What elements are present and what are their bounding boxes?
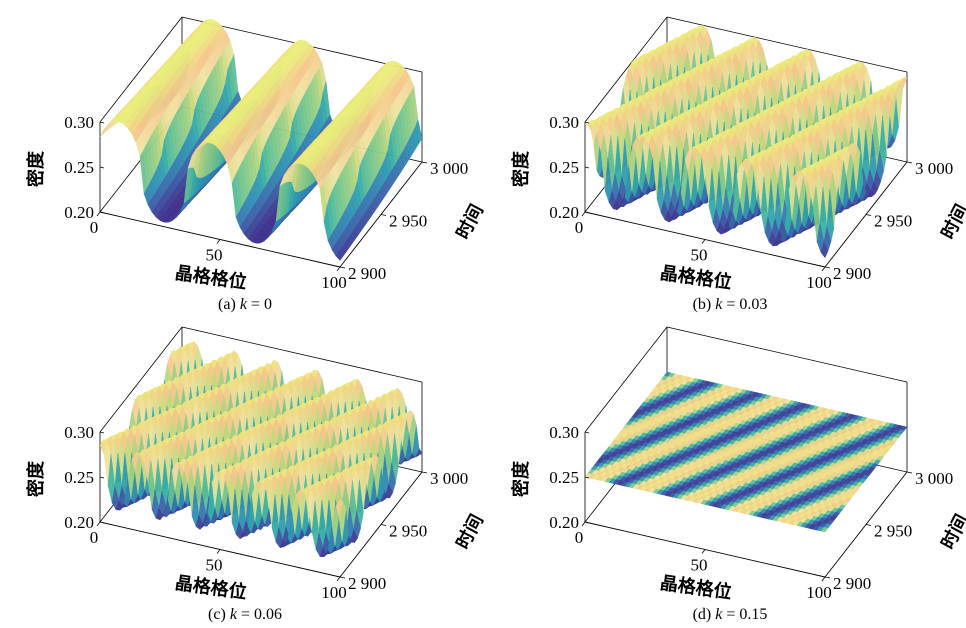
- panel-a: 0 50 100 2 900 2 950 3 000 0.20 0.25 0.30 晶格格位 时间 密…: [25, 16, 488, 313]
- density-surface: [99, 18, 423, 261]
- x-axis-label: 晶格格位: [659, 572, 733, 604]
- z-tick-label: 0.20: [549, 203, 579, 222]
- z-tick-label: 0.20: [549, 513, 579, 532]
- x-tick-label: 50: [691, 246, 708, 265]
- y-tick-label: 3 000: [915, 159, 953, 178]
- box-edge: [666, 326, 908, 383]
- x-axis-label: 晶格格位: [174, 572, 248, 604]
- z-tick-label: 0.25: [549, 158, 579, 177]
- panel-b: 0 50 100 2 900 2 950 3 000 0.20 0.25 0.30 晶格格位 时间 密…: [510, 16, 966, 313]
- z-tick-label: 0.25: [549, 468, 579, 487]
- panel-caption: (b) k = 0.03: [693, 296, 768, 313]
- y-tick-label: 2 900: [833, 574, 871, 593]
- y-tick-label: 2 950: [389, 522, 427, 541]
- y-tick-label: 3 000: [915, 469, 953, 488]
- y-tick-label: 2 900: [348, 574, 386, 593]
- density-surface: [99, 341, 423, 558]
- z-tick-label: 0.30: [64, 423, 94, 442]
- density-surface: [584, 371, 908, 533]
- x-tick-label: 50: [206, 556, 223, 575]
- z-tick-label: 0.20: [64, 513, 94, 532]
- x-axis-label: 晶格格位: [659, 262, 733, 294]
- box-edge: [666, 16, 908, 73]
- z-tick-label: 0.25: [64, 158, 94, 177]
- x-tick-label: 50: [691, 556, 708, 575]
- z-axis-label: 密度: [510, 460, 532, 497]
- y-tick-label: 3 000: [430, 159, 468, 178]
- panel-c: 0 50 100 2 900 2 950 3 000 0.20 0.25 0.30 晶格格位 时间 密…: [25, 326, 488, 623]
- y-tick-label: 2 950: [874, 522, 912, 541]
- density-surface: [584, 24, 908, 259]
- x-tick-label: 100: [806, 583, 832, 602]
- x-axis-label: 晶格格位: [174, 262, 248, 294]
- y-tick-label: 3 000: [430, 469, 468, 488]
- x-tick-label: 0: [575, 218, 584, 237]
- z-axis-label: 密度: [25, 460, 47, 497]
- x-tick-label: 100: [321, 273, 347, 292]
- x-tick-label: 0: [575, 528, 584, 547]
- y-tick-label: 2 900: [833, 264, 871, 283]
- y-axis-label: 时间: [937, 511, 966, 553]
- panel-caption: (a) k = 0: [218, 296, 272, 313]
- x-tick-label: 100: [806, 273, 832, 292]
- box-edge: [584, 326, 668, 433]
- z-axis-label: 密度: [25, 150, 47, 187]
- x-tick-label: 50: [206, 246, 223, 265]
- panel-caption: (c) k = 0.06: [208, 606, 282, 623]
- z-tick-label: 0.30: [549, 423, 579, 442]
- y-axis-label: 时间: [937, 201, 966, 243]
- z-axis-label: 密度: [510, 150, 532, 187]
- x-tick-label: 0: [90, 528, 99, 547]
- z-tick-label: 0.30: [549, 113, 579, 132]
- box-edge: [99, 16, 183, 123]
- z-tick-label: 0.30: [64, 113, 94, 132]
- panel-caption: (d) k = 0.15: [693, 606, 768, 623]
- box-edge: [181, 326, 423, 383]
- x-tick-label: 100: [321, 583, 347, 602]
- y-axis-label: 时间: [452, 201, 487, 243]
- panel-d: 0 50 100 2 900 2 950 3 000 0.20 0.25 0.30 晶格格位 时间 密…: [510, 326, 966, 623]
- y-tick-label: 2 950: [874, 212, 912, 231]
- z-tick-label: 0.25: [64, 468, 94, 487]
- x-tick-label: 0: [90, 218, 99, 237]
- box-edge: [584, 16, 668, 123]
- z-tick-label: 0.20: [64, 203, 94, 222]
- box-edge: [99, 326, 183, 433]
- y-tick-label: 2 900: [348, 264, 386, 283]
- y-tick-label: 2 950: [389, 212, 427, 231]
- y-axis-label: 时间: [452, 511, 487, 553]
